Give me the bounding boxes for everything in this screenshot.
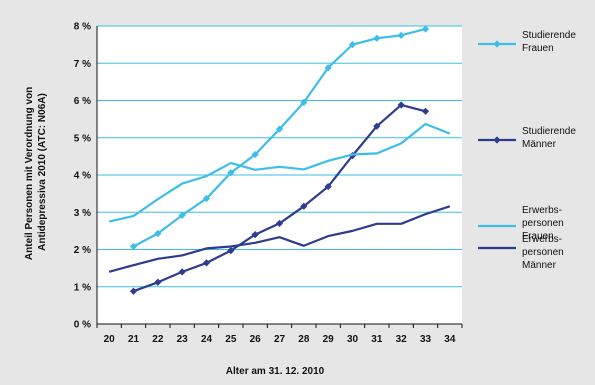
legend-marker-studierende-maenner [493, 136, 501, 144]
axis-layer: 0 % 1 % 2 % 3 % 4 % 5 % 6 % 7 % 8 % 20 21 22 23 24 25 2… [74, 22, 463, 345]
data-point-studierende-maenner [397, 101, 405, 109]
legend-entry-erwerbspersonen-frauen: Erwerbs-personen Frauen [478, 205, 564, 242]
x-tick-label: 21 [128, 334, 140, 345]
data-point-studierende-maenner [275, 219, 284, 228]
data-point-studierende-frauen [300, 98, 308, 106]
x-tick-label: 31 [371, 334, 383, 345]
legend-label-line: Männer [522, 260, 557, 271]
data-point-studierende-frauen [275, 125, 284, 133]
data-point-studierende-maenner [300, 202, 308, 210]
data-point-studierende-frauen [154, 229, 162, 238]
legend-label-line: Männer [522, 139, 557, 150]
data-point-studierende-frauen [348, 41, 357, 49]
x-tick-label: 24 [201, 334, 213, 345]
legend-label-line: Erwerbs- [522, 234, 562, 245]
x-tick-label: 30 [347, 334, 359, 345]
y-axis-title: Anteil Personen mit Verordnung von Antid… [24, 84, 48, 260]
x-tick-label: 33 [420, 334, 432, 345]
legend-label-line: Frauen [522, 231, 554, 242]
x-tick-label: 32 [396, 334, 408, 345]
legend-label-erwerbspersonen-maenner: Erwerbs-personen Männer [522, 234, 564, 271]
data-point-studierende-frauen [178, 211, 186, 219]
data-point-studierende-maenner [202, 259, 211, 267]
legend-label-line: Studierende [522, 126, 576, 137]
y-tick-label: 4 % [74, 171, 91, 182]
grid-layer [97, 25, 462, 324]
x-tick-label: 28 [298, 334, 310, 345]
data-point-studierende-maenner [324, 182, 332, 191]
x-tick-label: 34 [444, 334, 456, 345]
legend-label-studierende-frauen: Studierende Frauen [522, 30, 576, 54]
legend-entry-erwerbspersonen-maenner: Erwerbs-personen Männer [478, 234, 564, 271]
data-point-studierende-maenner [178, 268, 186, 276]
x-tick-label: 20 [104, 334, 116, 345]
data-point-studierende-maenner [251, 231, 259, 239]
data-point-studierende-frauen [397, 31, 405, 39]
x-tick-label: 23 [177, 334, 189, 345]
data-point-studierende-frauen [373, 34, 381, 42]
x-tick-label: 27 [274, 334, 286, 345]
data-point-studierende-frauen [421, 25, 430, 33]
x-tick-label: 29 [323, 334, 335, 345]
data-point-studierende-frauen [129, 242, 138, 251]
data-point-studierende-frauen [202, 194, 211, 203]
x-tick-label: 25 [225, 334, 237, 345]
y-tick-label: 1 % [74, 282, 91, 293]
series-line-erwerbspersonen-frauen [108, 122, 451, 223]
legend-label-line: Frauen [522, 43, 554, 54]
y-axis-title-line-1: Anteil Personen mit Verordnung von [24, 87, 35, 260]
legend-entry-studierende-maenner: Studierende Männer [478, 126, 576, 150]
y-tick-label: 7 % [74, 59, 91, 70]
y-tick-label: 0 % [74, 320, 91, 331]
series-layer [108, 25, 451, 295]
y-tick-label: 8 % [74, 22, 91, 33]
legend-label-erwerbspersonen-frauen: Erwerbs-personen Frauen [522, 205, 564, 242]
y-tick-label: 2 % [74, 245, 91, 256]
series-line-erwerbspersonen-maenner [108, 205, 451, 273]
data-point-studierende-frauen [251, 150, 259, 159]
data-point-studierende-maenner [421, 107, 430, 115]
data-point-studierende-frauen [227, 169, 235, 177]
legend-label-line: Studierende [522, 30, 576, 41]
x-tick-label: 22 [152, 334, 164, 345]
legend-label-line: Erwerbs- [522, 205, 562, 216]
y-tick-label: 3 % [74, 208, 91, 219]
data-point-studierende-maenner [227, 247, 235, 255]
data-point-studierende-maenner [373, 122, 381, 130]
data-point-studierende-maenner [129, 287, 138, 295]
y-axis-title-line-2: Antidepressiva 2010 (ATC: N06A) [37, 93, 48, 251]
data-point-studierende-frauen [324, 64, 332, 72]
legend-marker-studierende-frauen [493, 40, 501, 48]
y-tick-label: 5 % [74, 133, 91, 144]
data-point-studierende-maenner [154, 278, 162, 286]
x-axis-title: Alter am 31. 12. 2010 [226, 366, 325, 377]
legend-label-line: personen [522, 247, 564, 258]
legend-label-studierende-maenner: Studierende Männer [522, 126, 576, 150]
x-tick-label: 26 [250, 334, 262, 345]
legend-label-line: personen [522, 218, 564, 229]
legend-entry-studierende-frauen: Studierende Frauen [478, 30, 576, 54]
y-tick-label: 6 % [74, 96, 91, 107]
